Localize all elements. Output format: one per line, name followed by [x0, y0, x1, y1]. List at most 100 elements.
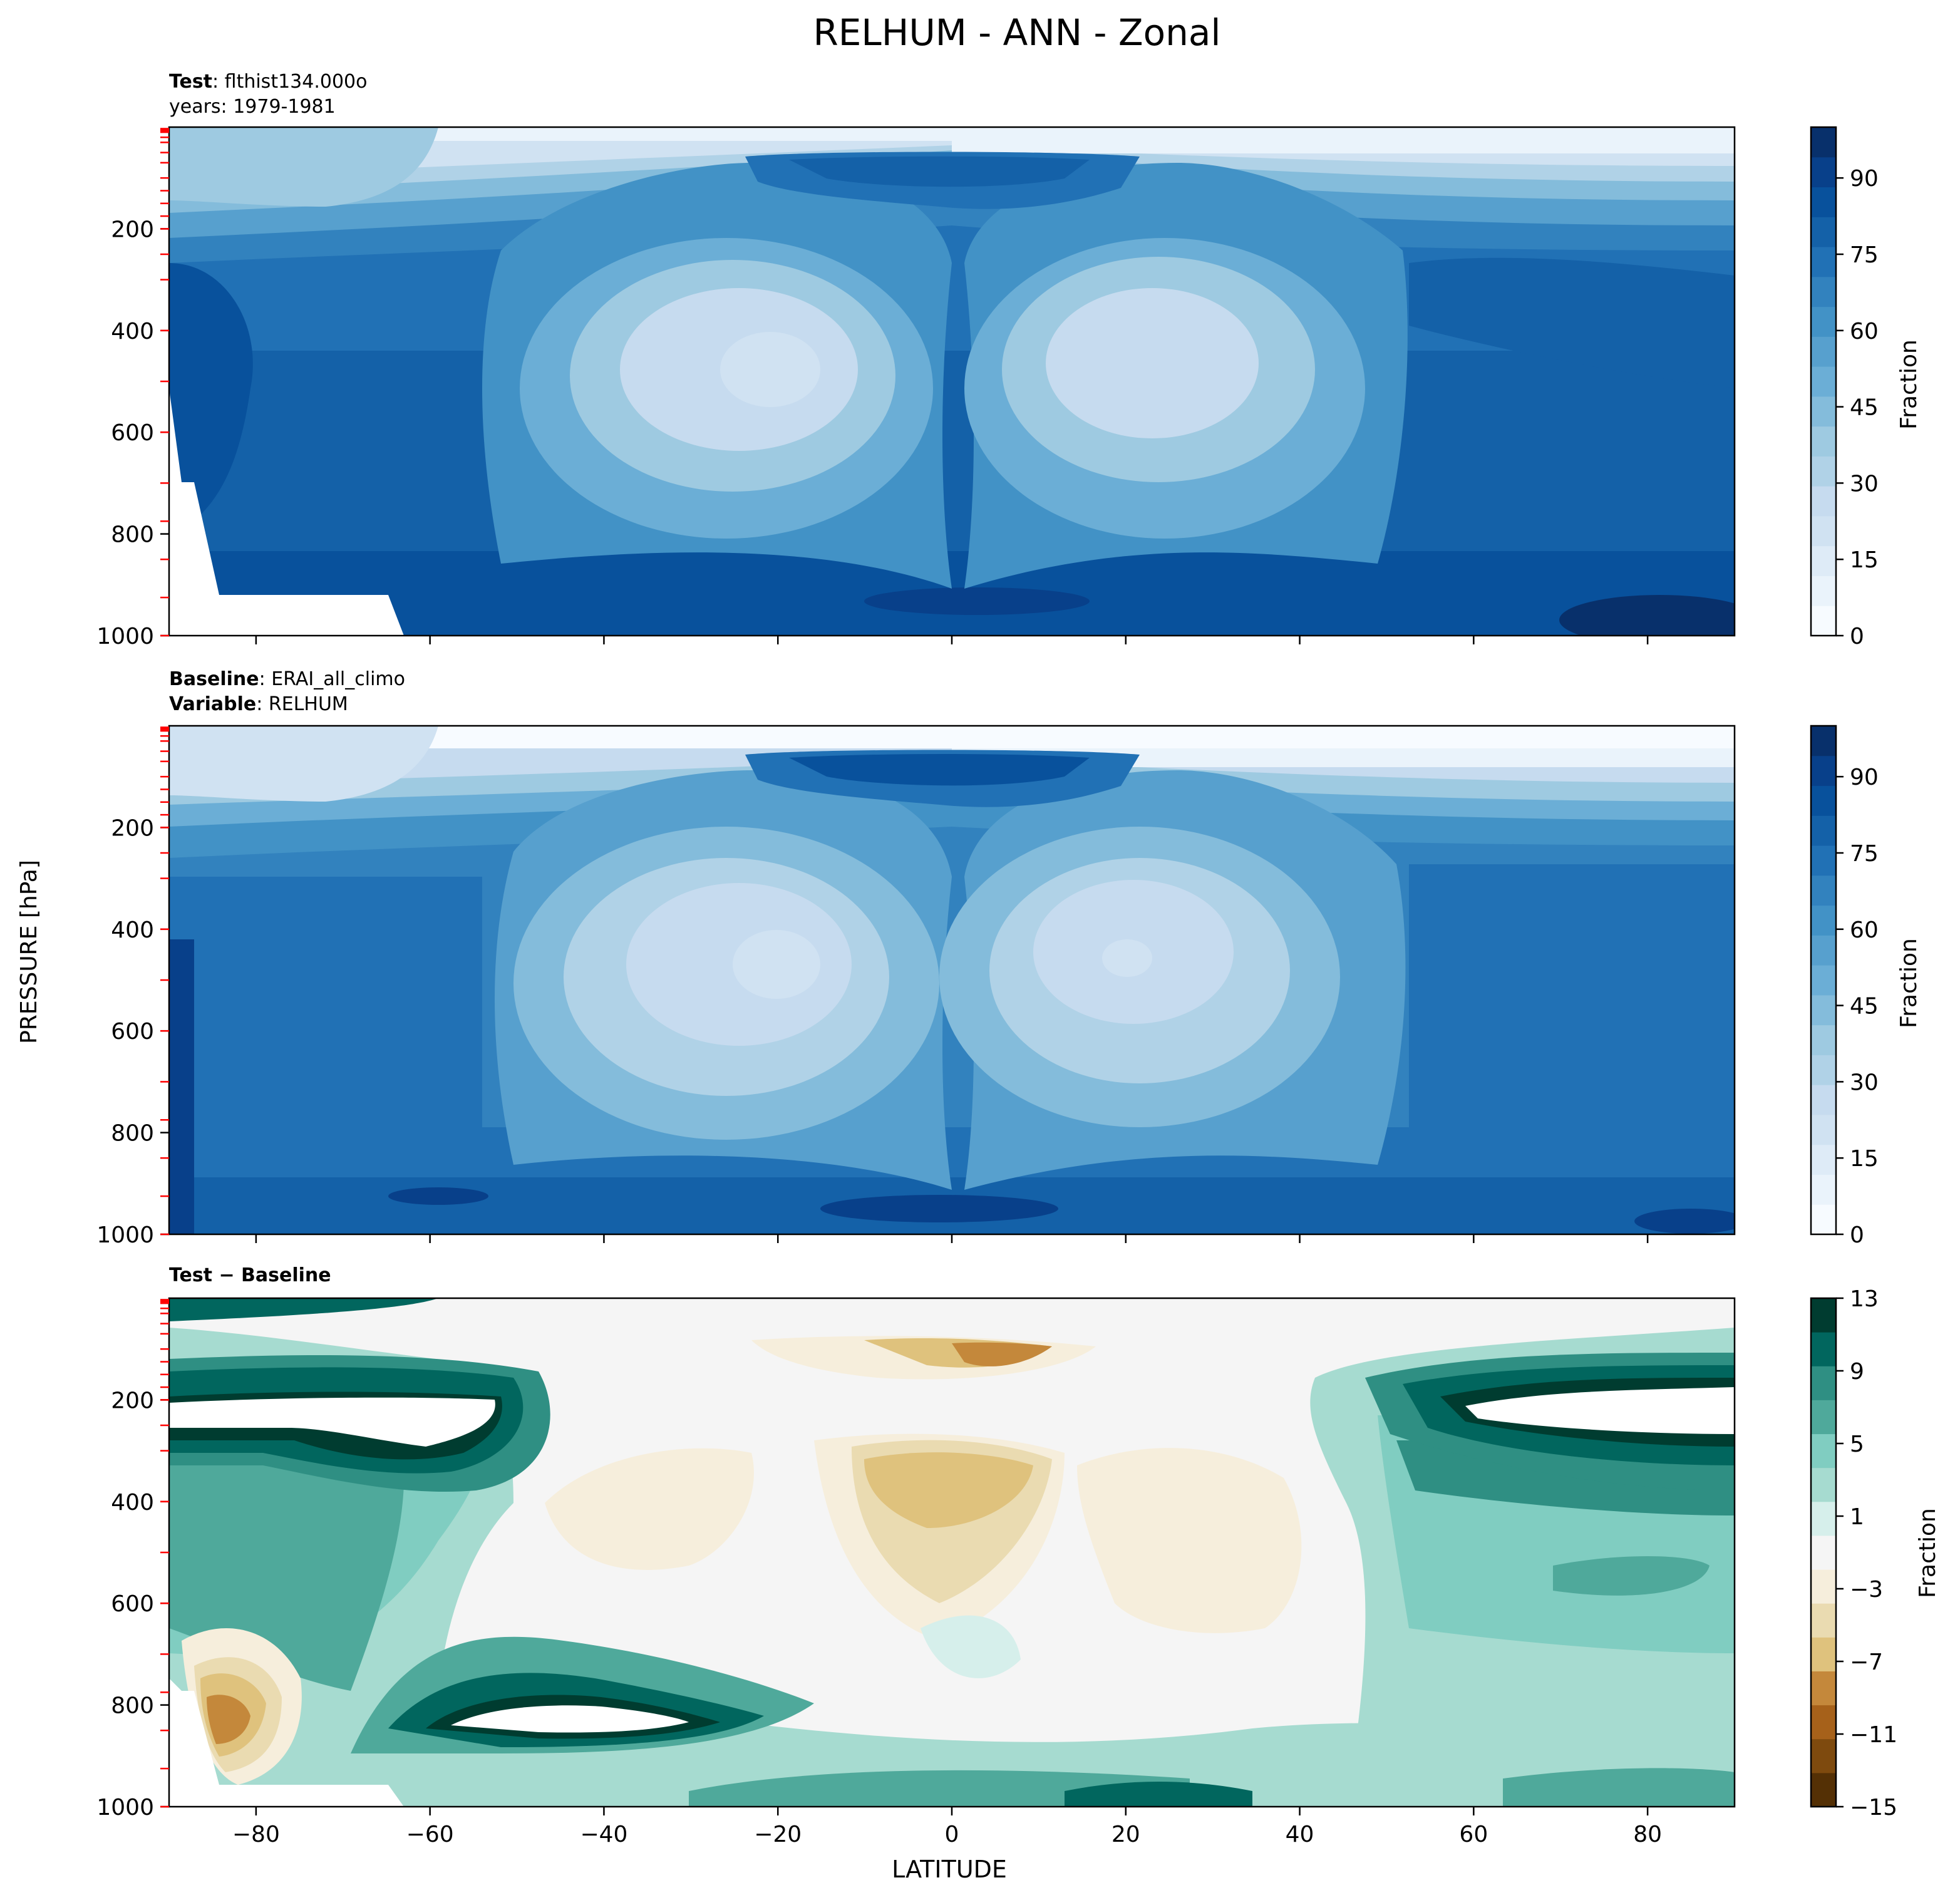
baseline-label-bold: Baseline [169, 668, 259, 690]
colorbar-segment [1811, 726, 1836, 756]
y-tick-label: 1000 [96, 1222, 154, 1248]
colorbar-frame [1810, 1297, 1837, 1808]
colorbar-segment [1811, 1738, 1836, 1774]
colorbar-segment [1811, 247, 1836, 277]
colorbar-tick-label: 45 [1850, 994, 1879, 1020]
test-panel: Test: flthist134.000o years: 1979-1981 [96, 71, 1922, 649]
test-label-years: years: 1979-1981 [169, 96, 336, 118]
colorbar-segment [1811, 276, 1836, 307]
variable-label-bold: Variable [169, 693, 256, 715]
test-x-ticks [255, 636, 1649, 644]
colorbar-segment [1811, 1114, 1836, 1145]
y-tick-label: 800 [111, 522, 154, 548]
y-tick-label: 800 [111, 1121, 154, 1147]
colorbar-segment [1811, 576, 1836, 606]
colorbar-tick-label: −3 [1850, 1577, 1883, 1603]
test-y-ticks: 200 400 600 800 1000 [96, 217, 169, 649]
y-tick-label: 400 [111, 1490, 154, 1515]
colorbar-segment [1811, 127, 1836, 158]
difference-contour-field [169, 1298, 1735, 1807]
x-tick-label: 0 [945, 1822, 959, 1847]
colorbar-segment [1811, 1085, 1836, 1115]
baseline-red-level-ticks [160, 726, 169, 1236]
colorbar-tick-label: 9 [1850, 1359, 1864, 1385]
colorbar-segment [1811, 336, 1836, 367]
colorbar-segment [1811, 785, 1836, 816]
colorbar-tick-label: 60 [1850, 319, 1879, 344]
colorbar-tick-label: 15 [1850, 547, 1879, 573]
colorbar-segment [1811, 965, 1836, 996]
colorbar-segment [1811, 157, 1836, 188]
y-axis-label: PRESSURE [hPa] [16, 860, 42, 1044]
colorbar-segment [1811, 1501, 1836, 1536]
x-tick-label: 20 [1112, 1822, 1140, 1847]
y-tick-label: 200 [111, 1388, 154, 1413]
y-tick-label: 400 [111, 319, 154, 344]
colorbar-tick-label: 90 [1850, 166, 1879, 192]
colorbar-tick-label: 75 [1850, 841, 1879, 867]
colorbar-segment [1811, 426, 1836, 457]
colorbar-segment [1811, 1772, 1836, 1807]
x-tick-label: −60 [406, 1822, 454, 1847]
x-tick-label: −80 [232, 1822, 280, 1847]
colorbar-segment [1811, 1204, 1836, 1235]
colorbar-segment [1811, 875, 1836, 906]
difference-panel-label: Test − Baseline [169, 1264, 331, 1286]
baseline-colorbar: 0 15 30 45 60 75 90 [1810, 725, 1879, 1248]
colorbar-segment [1811, 396, 1836, 427]
baseline-x-ticks [255, 1234, 1649, 1243]
colorbar-segment [1811, 366, 1836, 397]
figure-title: RELHUM - ANN - Zonal [813, 11, 1220, 54]
colorbar-segment [1811, 1705, 1836, 1740]
x-axis-label: LATITUDE [892, 1856, 1007, 1883]
colorbar-segment [1811, 1400, 1836, 1435]
colorbar-frame [1810, 126, 1837, 637]
y-tick-label: 200 [111, 217, 154, 242]
baseline-panel-label-line1: Baseline: ERAI_all_climo [169, 668, 405, 690]
y-tick-label: 200 [111, 815, 154, 841]
colorbar-segment [1811, 1298, 1836, 1333]
test-label-case: : flthist134.000o [212, 71, 367, 93]
difference-y-ticks: 200 400 600 800 1000 [96, 1388, 169, 1820]
test-panel-label-line2: years: 1979-1981 [169, 96, 336, 118]
y-tick-label: 600 [111, 1591, 154, 1617]
y-tick-label: 400 [111, 917, 154, 943]
y-tick-label: 600 [111, 1019, 154, 1045]
baseline-label-case: : ERAI_all_climo [259, 668, 405, 690]
colorbar-segment [1811, 1535, 1836, 1570]
colorbar-segment [1811, 845, 1836, 876]
colorbar-segment [1811, 1332, 1836, 1366]
colorbar-segment [1811, 1603, 1836, 1638]
colorbar-tick-label: 0 [1850, 1222, 1864, 1248]
test-colorbar-label: Fraction [1896, 339, 1922, 430]
colorbar-segment [1811, 187, 1836, 217]
baseline-colorbar-label: Fraction [1896, 938, 1922, 1028]
colorbar-tick-label: 0 [1850, 624, 1864, 649]
colorbar-tick-label: −15 [1850, 1795, 1897, 1820]
colorbar-segment [1811, 755, 1836, 787]
colorbar-segment [1811, 1025, 1836, 1055]
colorbar-tick-label: 60 [1850, 917, 1879, 943]
colorbar-segment [1811, 1671, 1836, 1706]
colorbar-tick-label: 90 [1850, 765, 1879, 790]
test-panel-label-line1: Test: flthist134.000o [169, 71, 368, 93]
test-colorbar: 0 15 30 45 60 75 90 [1810, 126, 1879, 649]
y-tick-label: 800 [111, 1693, 154, 1719]
colorbar-segment [1811, 1055, 1836, 1085]
difference-red-level-ticks [160, 1299, 169, 1808]
difference-colorbar-label: Fraction [1915, 1508, 1941, 1598]
colorbar-segment [1811, 935, 1836, 966]
colorbar-segment [1811, 1637, 1836, 1671]
x-tick-label: 40 [1286, 1822, 1314, 1847]
colorbar-tick-label: 45 [1850, 395, 1879, 421]
colorbar-segment [1811, 456, 1836, 487]
colorbar-segment [1811, 994, 1836, 1026]
y-tick-label: 1000 [96, 1795, 154, 1820]
difference-x-ticks: −80 −60 −40 −20 0 20 40 60 80 [232, 1807, 1662, 1847]
difference-label-bold: Test − Baseline [169, 1264, 331, 1286]
colorbar-tick-label: 30 [1850, 471, 1879, 497]
test-contour-field [169, 127, 1735, 636]
colorbar-segment [1811, 1569, 1836, 1604]
baseline-contour-field [169, 726, 1735, 1234]
